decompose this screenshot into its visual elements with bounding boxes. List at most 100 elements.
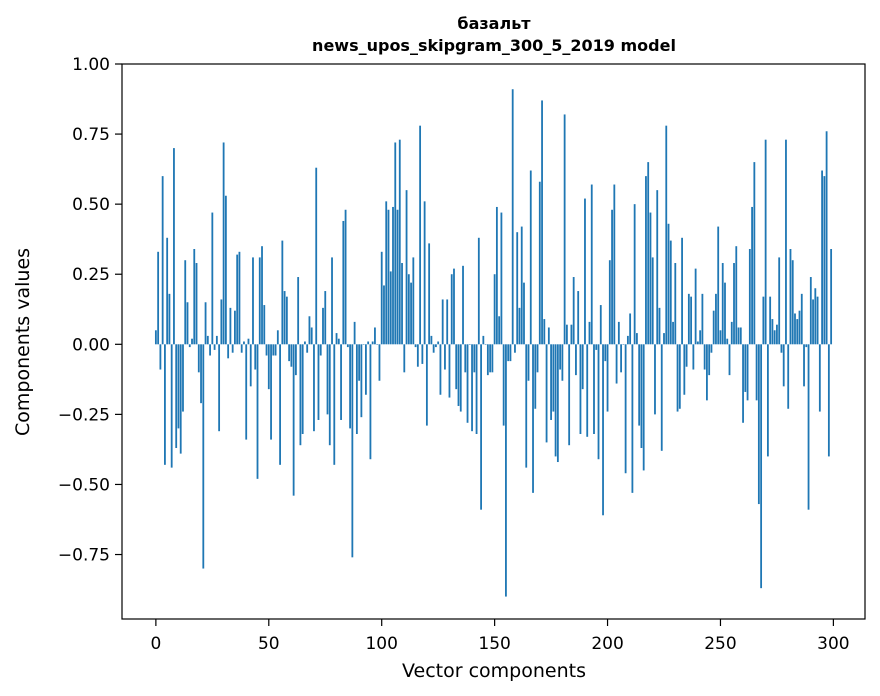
bar-56 [281, 240, 284, 345]
bar-127 [441, 299, 444, 345]
bar-98 [376, 344, 379, 345]
bar-159 [514, 344, 516, 353]
bar-263 [748, 249, 751, 345]
bar-7 [170, 344, 173, 468]
bar-184 [570, 324, 573, 345]
bar-6 [168, 293, 171, 345]
bar-66 [304, 341, 306, 345]
bar-230 [674, 263, 677, 345]
bar-33 [229, 307, 232, 345]
bar-203 [613, 184, 616, 345]
plot-area-frame [121, 63, 866, 620]
bar-248 [715, 293, 717, 345]
bar-145 [482, 335, 485, 345]
chart-title: базальт [457, 14, 531, 33]
bar-236 [687, 293, 690, 345]
bar-246 [710, 344, 713, 353]
bar-270 [764, 139, 767, 345]
bar-196 [597, 344, 600, 460]
bar-3 [161, 176, 164, 345]
bar-89 [355, 344, 358, 434]
y-tick-label-7: −0.75 [58, 546, 110, 566]
bar-160 [516, 232, 519, 345]
bar-19 [197, 344, 200, 373]
bar-130 [448, 344, 451, 398]
bar-188 [579, 344, 582, 434]
bar-233 [681, 237, 683, 345]
bar-34 [231, 344, 234, 353]
bar-77 [328, 344, 331, 446]
bar-191 [586, 344, 589, 437]
bar-1 [157, 251, 160, 345]
bar-90 [358, 344, 361, 381]
bar-94 [367, 341, 370, 345]
bar-294 [818, 344, 821, 412]
bar-52 [272, 344, 275, 356]
bar-97 [374, 327, 376, 345]
bar-31 [224, 195, 227, 345]
bar-277 [780, 344, 783, 353]
bar-35 [234, 310, 236, 345]
bar-144 [480, 344, 482, 510]
bar-155 [505, 344, 507, 597]
bar-21 [202, 344, 205, 569]
bar-112 [407, 274, 410, 345]
bar-214 [638, 344, 641, 426]
bar-285 [798, 310, 801, 345]
bar-135 [459, 344, 462, 412]
bar-139 [468, 344, 471, 345]
bar-154 [502, 344, 505, 426]
bar-226 [665, 125, 668, 345]
bar-136 [462, 265, 464, 345]
bar-282 [791, 260, 794, 345]
bar-11 [179, 344, 182, 454]
bar-113 [410, 282, 412, 345]
bar-241 [699, 330, 702, 345]
bar-258 [737, 327, 740, 345]
bar-232 [678, 344, 681, 409]
y-tick-label-0: 1.00 [72, 55, 110, 75]
bar-116 [416, 344, 419, 367]
bar-202 [611, 209, 613, 345]
bar-218 [647, 162, 650, 345]
bar-93 [365, 344, 367, 395]
bar-87 [351, 344, 354, 558]
bar-76 [326, 344, 329, 415]
bar-195 [595, 344, 598, 350]
bar-110 [403, 344, 406, 373]
bar-172 [543, 319, 546, 345]
bar-16 [191, 338, 193, 345]
bar-121 [428, 243, 431, 345]
bar-228 [669, 240, 672, 345]
bar-101 [383, 285, 385, 345]
bar-14 [186, 302, 189, 345]
bar-275 [776, 324, 778, 345]
bar-181 [563, 114, 566, 345]
bar-238 [692, 344, 695, 370]
bar-51 [270, 344, 272, 440]
bar-251 [721, 263, 724, 345]
bar-18 [195, 263, 198, 345]
bar-297 [825, 131, 828, 345]
bar-99 [378, 344, 381, 381]
bar-122 [430, 335, 433, 345]
bar-42 [249, 344, 252, 387]
bar-86 [349, 344, 351, 429]
bar-29 [220, 299, 223, 345]
bar-171 [541, 100, 543, 345]
bar-284 [796, 319, 799, 345]
bar-91 [360, 344, 363, 418]
bar-105 [392, 206, 394, 345]
x-tick-label-100: 100 [365, 634, 397, 654]
bar-261 [744, 344, 747, 392]
bar-225 [663, 333, 665, 345]
bar-72 [317, 344, 320, 420]
bar-179 [559, 344, 562, 370]
bar-20 [200, 344, 202, 404]
bar-69 [310, 327, 313, 345]
bar-65 [301, 344, 304, 434]
x-tick-label-0: 0 [150, 634, 161, 654]
bar-158 [511, 89, 514, 345]
x-tick-label-250: 250 [704, 634, 736, 654]
bar-39 [243, 341, 245, 345]
